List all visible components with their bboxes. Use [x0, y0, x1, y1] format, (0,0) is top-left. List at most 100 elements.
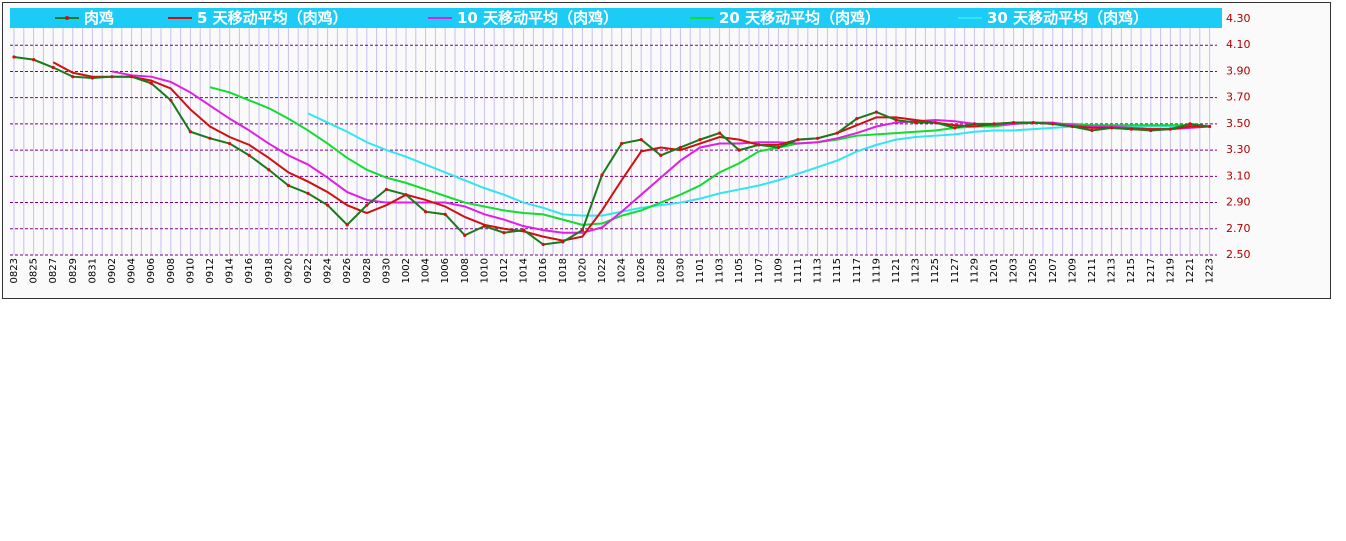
point-marker [404, 193, 408, 197]
point-marker [1168, 127, 1172, 131]
point-marker [816, 136, 820, 140]
point-marker [659, 153, 663, 157]
x-tick-label: 1121 [891, 258, 902, 283]
point-marker [1090, 128, 1094, 133]
y-tick-label: 2.50 [1226, 248, 1251, 261]
point-marker [953, 126, 957, 130]
x-tick-label: 0930 [381, 258, 392, 283]
x-tick-label: 1010 [479, 258, 490, 283]
point-marker [228, 141, 232, 146]
x-tick-label: 1028 [656, 258, 667, 283]
series-line [13, 56, 1210, 246]
x-tick-label: 1004 [421, 258, 432, 283]
point-marker [1110, 126, 1114, 130]
point-marker [1012, 120, 1016, 125]
point-marker [835, 131, 839, 135]
x-tick-label: 1129 [969, 258, 980, 283]
point-marker [914, 120, 918, 125]
x-tick-label: 0912 [205, 258, 216, 283]
point-marker [443, 212, 447, 216]
point-marker [776, 145, 781, 150]
point-marker [208, 136, 212, 140]
x-tick-label: 1211 [1087, 258, 1098, 283]
point-marker [1208, 124, 1212, 129]
x-tick-label: 0825 [29, 258, 40, 283]
point-marker [502, 231, 506, 235]
x-tick-label: 1203 [1009, 258, 1020, 283]
point-marker [463, 233, 467, 237]
point-marker [1188, 122, 1192, 126]
x-tick-label: 0902 [107, 258, 118, 283]
y-tick-label: 2.90 [1226, 196, 1251, 209]
legend-label: 10 天移动平均（肉鸡） [457, 9, 618, 27]
x-tick-label: 1101 [695, 258, 706, 283]
y-tick-label: 3.10 [1226, 169, 1251, 182]
point-marker [169, 98, 173, 102]
x-tick-label: 1020 [577, 258, 588, 283]
x-tick-label: 1018 [558, 258, 569, 283]
x-tick-label: 0922 [303, 258, 314, 283]
y-tick-label: 3.90 [1226, 64, 1251, 77]
legend-marker [65, 16, 69, 20]
y-tick-label: 4.10 [1226, 38, 1251, 51]
x-tick-label: 1127 [950, 258, 961, 283]
x-tick-label: 1215 [1126, 258, 1137, 283]
legend-label: 20 天移动平均（肉鸡） [719, 9, 880, 27]
point-marker [757, 143, 761, 147]
point-marker [541, 242, 545, 247]
x-tick-label: 0906 [146, 258, 157, 283]
x-tick-label: 1105 [734, 258, 745, 283]
x-tick-label: 1115 [832, 258, 843, 283]
point-marker [130, 75, 134, 79]
x-tick-label: 1209 [1067, 258, 1078, 283]
x-tick-label: 1123 [911, 258, 922, 283]
x-tick-label: 0920 [283, 258, 294, 283]
x-tick-label: 0827 [48, 258, 59, 283]
x-tick-label: 0910 [185, 258, 196, 283]
point-marker [1129, 127, 1133, 131]
point-marker [90, 76, 94, 80]
point-marker [992, 122, 996, 126]
y-tick-label: 3.30 [1226, 143, 1251, 156]
legend-bar [10, 8, 1222, 28]
legend-label: 5 天移动平均（肉鸡） [197, 9, 348, 27]
x-tick-label: 1006 [440, 258, 451, 283]
point-marker [894, 118, 898, 122]
x-tick-label: 0829 [68, 258, 79, 283]
point-marker [737, 148, 741, 152]
point-marker [639, 138, 643, 142]
point-marker [874, 110, 879, 114]
legend-label: 肉鸡 [84, 9, 114, 27]
point-marker [51, 65, 55, 70]
point-marker [620, 141, 624, 146]
x-tick-label: 0924 [323, 258, 334, 283]
point-marker [71, 75, 75, 79]
x-tick-label: 1119 [871, 258, 882, 283]
point-marker [12, 55, 16, 59]
x-tick-label: 1213 [1107, 258, 1118, 283]
x-tick-label: 0831 [87, 258, 98, 283]
x-tick-label: 1111 [793, 258, 804, 283]
x-tick-label: 1205 [1028, 258, 1039, 283]
x-tick-label: 0916 [244, 258, 255, 283]
point-marker [31, 58, 36, 62]
point-marker [1031, 120, 1035, 125]
point-marker [482, 224, 486, 228]
y-tick-label: 2.70 [1226, 222, 1251, 235]
x-tick-label: 1026 [636, 258, 647, 283]
point-marker [580, 228, 585, 232]
point-marker [424, 210, 428, 214]
x-tick-label: 1008 [460, 258, 471, 283]
point-marker [365, 203, 369, 207]
x-tick-label: 1012 [499, 258, 510, 283]
x-tick-label: 0918 [264, 258, 275, 283]
point-marker [796, 138, 800, 142]
point-marker [345, 223, 349, 227]
point-marker [972, 122, 977, 126]
point-marker [1051, 122, 1055, 126]
legend-label: 30 天移动平均（肉鸡） [987, 9, 1148, 27]
x-tick-label: 1103 [715, 258, 726, 283]
y-tick-label: 4.30 [1226, 12, 1251, 25]
point-marker [247, 153, 251, 157]
